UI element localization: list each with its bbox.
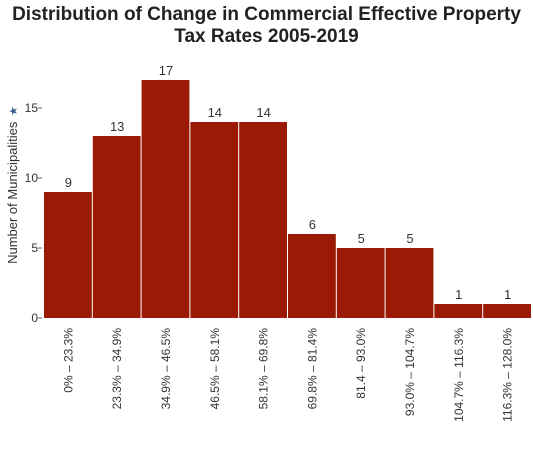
- x-tick-label-1: 23.3% – 34.9%: [110, 328, 124, 410]
- bar-4: [239, 122, 287, 318]
- bar-8: [434, 304, 483, 318]
- value-label-5: 6: [309, 217, 316, 232]
- y-tick-label-2: 10: [25, 171, 39, 185]
- value-label-2: 17: [159, 63, 173, 78]
- x-tick-label-9: 116.3% – 128.0%: [501, 328, 515, 422]
- x-tick-label-6: 81.4 – 93.0%: [354, 328, 368, 399]
- x-tick-label-2: 34.9% – 46.5%: [159, 328, 173, 410]
- star-icon: ★: [8, 106, 20, 116]
- y-tick-label-0: 0: [31, 311, 38, 325]
- x-tick-label-7: 93.0% – 104.7%: [403, 328, 417, 416]
- bar-6: [336, 248, 385, 318]
- bar-0: [44, 192, 92, 318]
- bar-2: [141, 80, 190, 318]
- value-labels-group: 9 13 17 14 14 6 5 5 1 1: [65, 63, 511, 302]
- value-label-6: 5: [358, 231, 365, 246]
- x-tick-label-0: 0% – 23.3%: [61, 328, 75, 393]
- value-label-0: 9: [65, 175, 72, 190]
- value-label-8: 1: [455, 287, 462, 302]
- x-tick-label-8: 104.7% – 116.3%: [452, 328, 466, 422]
- y-tick-label-3: 15: [25, 101, 39, 115]
- chart-title-line-2: Tax Rates 2005-2019: [174, 26, 359, 47]
- y-axis-title-text: Number of Municipalities: [5, 121, 20, 264]
- bar-1: [92, 136, 141, 318]
- bars-group: [44, 80, 531, 318]
- x-tick-label-4: 58.1% – 69.8%: [257, 328, 271, 410]
- bar-9: [483, 304, 531, 318]
- value-label-9: 1: [504, 287, 511, 302]
- value-label-4: 14: [256, 105, 270, 120]
- y-tick-label-1: 5: [31, 241, 38, 255]
- value-label-1: 13: [110, 119, 124, 134]
- x-tick-label-3: 46.5% – 58.1%: [208, 328, 222, 410]
- chart-title-line-1: Distribution of Change in Commercial Eff…: [12, 4, 521, 25]
- y-axis-title: Number of Municipalities ★: [5, 106, 20, 264]
- chart-title: Distribution of Change in Commercial Eff…: [0, 4, 533, 48]
- value-label-3: 14: [208, 105, 222, 120]
- bar-5: [288, 234, 336, 318]
- bar-3: [190, 122, 239, 318]
- bar-7: [385, 248, 434, 318]
- y-axis: 0 5 10 15: [25, 101, 42, 325]
- value-label-7: 5: [406, 231, 413, 246]
- x-tick-label-5: 69.8% – 81.4%: [305, 328, 319, 410]
- x-axis: 0% – 23.3% 23.3% – 34.9% 34.9% – 46.5% 46.5…: [61, 328, 514, 422]
